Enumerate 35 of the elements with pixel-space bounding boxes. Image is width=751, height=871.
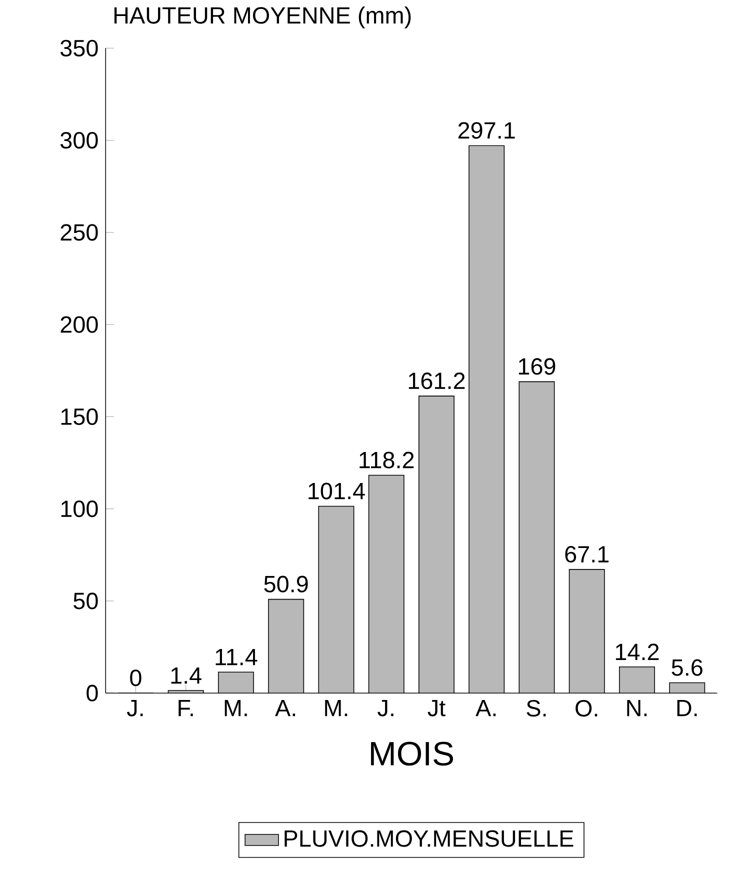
data-label: 169 <box>519 358 556 375</box>
x-tick-label: Jt <box>428 700 446 716</box>
data-label: 297.1 <box>458 122 516 139</box>
y-axis-title: HAUTEUR MOYENNE (mm) <box>114 6 411 28</box>
x-tick-label: D. <box>678 700 697 716</box>
data-label: 1.4 <box>172 667 202 684</box>
data-label: 11.4 <box>216 649 258 666</box>
data-label: 101.4 <box>308 482 366 500</box>
y-tick-label: 250 <box>60 224 98 241</box>
x-tick-label: M. <box>225 700 248 716</box>
x-tick-label: F. <box>178 700 194 716</box>
data-label: 118.2 <box>360 452 414 468</box>
x-tick-label: J. <box>127 700 143 716</box>
x-tick-label: A. <box>275 700 296 716</box>
x-tick-label: S. <box>526 700 546 717</box>
data-label: 14.2 <box>616 644 659 660</box>
y-tick-label: 0 <box>86 684 98 702</box>
x-tick-label: M. <box>325 700 348 716</box>
data-label: 5.6 <box>672 659 703 676</box>
data-label: 67.1 <box>565 546 609 563</box>
y-tick-label: 100 <box>62 500 98 518</box>
y-tick-label: 350 <box>60 40 98 56</box>
data-label: 161.2 <box>409 372 465 390</box>
x-tick-label: N. <box>627 700 647 716</box>
legend-label: PLUVIO.MOY.MENSUELLE <box>284 830 574 847</box>
y-tick-label: 150 <box>62 408 98 425</box>
x-tick-label: A. <box>476 700 496 716</box>
x-tick-label: J. <box>378 700 394 716</box>
y-tick-label: 200 <box>60 316 98 333</box>
data-label: 50.9 <box>264 576 308 592</box>
data-label: 0 <box>130 670 142 686</box>
y-tick-label: 50 <box>74 592 98 610</box>
y-tick-label: 300 <box>60 132 98 149</box>
x-axis-title: MOIS <box>371 742 454 766</box>
x-tick-label: O. <box>576 700 598 717</box>
